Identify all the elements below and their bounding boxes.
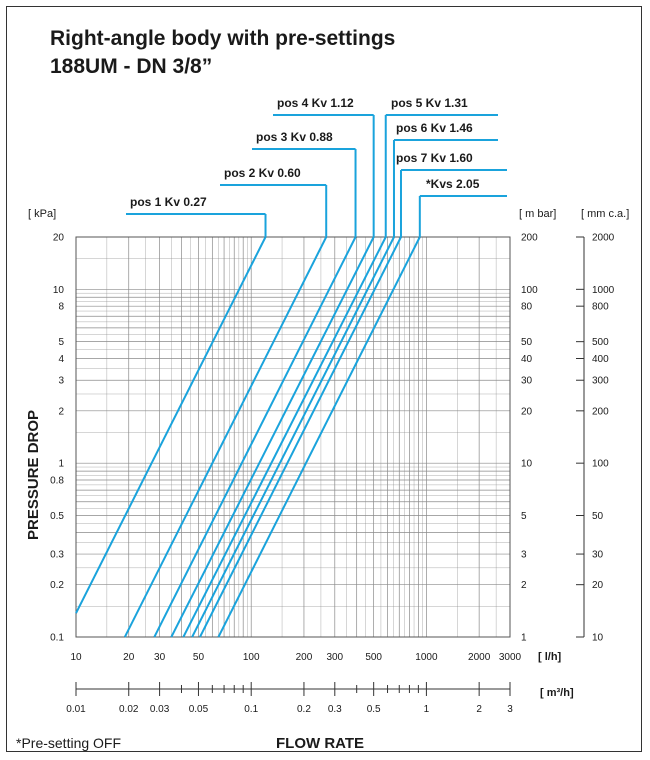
y-tick-label: 20 [53, 233, 65, 244]
y3-tick-label: 50 [592, 511, 604, 522]
x2-tick-label: 0.03 [150, 704, 170, 715]
series-label: pos 6 Kv 1.46 [396, 121, 473, 135]
chart-frame [6, 6, 642, 752]
x2-tick-label: 0.01 [66, 704, 86, 715]
x-tick-label: 50 [193, 652, 205, 663]
y3-tick-label: 400 [592, 354, 609, 365]
y2-tick-label: 10 [521, 459, 533, 470]
x-tick-label: 100 [243, 652, 260, 663]
x-tick-label: 30 [154, 652, 166, 663]
series-line [191, 236, 395, 638]
series-line [153, 236, 357, 638]
series-label: pos 3 Kv 0.88 [256, 130, 333, 144]
series-label: pos 5 Kv 1.31 [391, 96, 468, 110]
y2-tick-label: 5 [521, 511, 527, 522]
y3-tick-label: 300 [592, 376, 609, 387]
y3-tick-label: 10 [592, 633, 604, 644]
series-line [217, 236, 421, 638]
series-line [123, 236, 328, 638]
y-unit-kpa: [ kPa] [28, 208, 56, 220]
x2-tick-label: 0.05 [189, 704, 209, 715]
y-tick-label: 3 [58, 376, 64, 387]
series-label: pos 1 Kv 0.27 [130, 195, 207, 209]
x-axis-title: FLOW RATE [276, 735, 365, 752]
y2-tick-label: 3 [521, 550, 527, 561]
x-tick-label: 500 [365, 652, 382, 663]
y2-tick-label: 50 [521, 337, 533, 348]
y3-tick-label: 200 [592, 406, 609, 417]
x-unit-m3h: [ m³/h] [540, 687, 574, 699]
x2-tick-label: 0.1 [244, 704, 258, 715]
x2-tick-label: 0.5 [367, 704, 381, 715]
y-axis-title: PRESSURE DROP [25, 410, 42, 540]
x-tick-label: 10 [70, 652, 82, 663]
x2-tick-label: 3 [507, 704, 513, 715]
y2-tick-label: 200 [521, 233, 538, 244]
series-label: pos 4 Kv 1.12 [277, 96, 354, 110]
y-tick-label: 1 [58, 459, 64, 470]
series-line [75, 236, 267, 614]
x2-tick-label: 0.3 [328, 704, 342, 715]
footnote: *Pre-setting OFF [16, 735, 122, 751]
y-tick-label: 5 [58, 337, 64, 348]
y-unit-mmca: [ mm c.a.] [581, 208, 629, 220]
series-line [170, 236, 375, 638]
y2-tick-label: 100 [521, 285, 538, 296]
y3-tick-label: 2000 [592, 233, 615, 244]
series-label: pos 7 Kv 1.60 [396, 151, 473, 165]
y2-tick-label: 40 [521, 354, 533, 365]
y2-tick-label: 1 [521, 633, 527, 644]
y-unit-mbar: [ m bar] [519, 208, 556, 220]
x-tick-label: 300 [326, 652, 343, 663]
x2-tick-label: 2 [476, 704, 482, 715]
y-tick-label: 0.8 [50, 476, 64, 487]
y-tick-label: 4 [58, 354, 64, 365]
y3-tick-label: 1000 [592, 285, 615, 296]
chart-title-line2: 188UM - DN 3/8” [50, 55, 213, 78]
y3-tick-label: 100 [592, 459, 609, 470]
x-tick-label: 3000 [499, 652, 522, 663]
y-tick-label: 0.5 [50, 511, 64, 522]
x-unit-lh: [ l/h] [538, 651, 562, 663]
y-tick-label: 0.2 [50, 580, 64, 591]
y2-tick-label: 20 [521, 406, 533, 417]
y-tick-label: 10 [53, 285, 65, 296]
x-tick-label: 200 [296, 652, 313, 663]
x-tick-label: 2000 [468, 652, 491, 663]
y2-tick-label: 30 [521, 376, 533, 387]
y2-tick-label: 2 [521, 580, 527, 591]
series-line [199, 236, 402, 638]
x-tick-label: 20 [123, 652, 135, 663]
y-tick-label: 2 [58, 406, 64, 417]
y3-tick-label: 20 [592, 580, 604, 591]
y3-tick-label: 500 [592, 337, 609, 348]
x-tick-label: 1000 [415, 652, 438, 663]
x2-tick-label: 1 [424, 704, 430, 715]
y3-tick-label: 800 [592, 302, 609, 313]
x2-tick-label: 0.2 [297, 704, 311, 715]
plot-border [75, 236, 511, 638]
series-line [182, 236, 387, 638]
series-label: pos 2 Kv 0.60 [224, 166, 301, 180]
chart-title-line1: Right-angle body with pre-settings [50, 27, 396, 50]
y-tick-label: 8 [58, 302, 64, 313]
x2-tick-label: 0.02 [119, 704, 139, 715]
series-label: *Kvs 2.05 [426, 177, 480, 191]
y3-tick-label: 30 [592, 550, 604, 561]
y-tick-label: 0.3 [50, 550, 64, 561]
y2-tick-label: 80 [521, 302, 533, 313]
y-tick-label: 0.1 [50, 633, 64, 644]
